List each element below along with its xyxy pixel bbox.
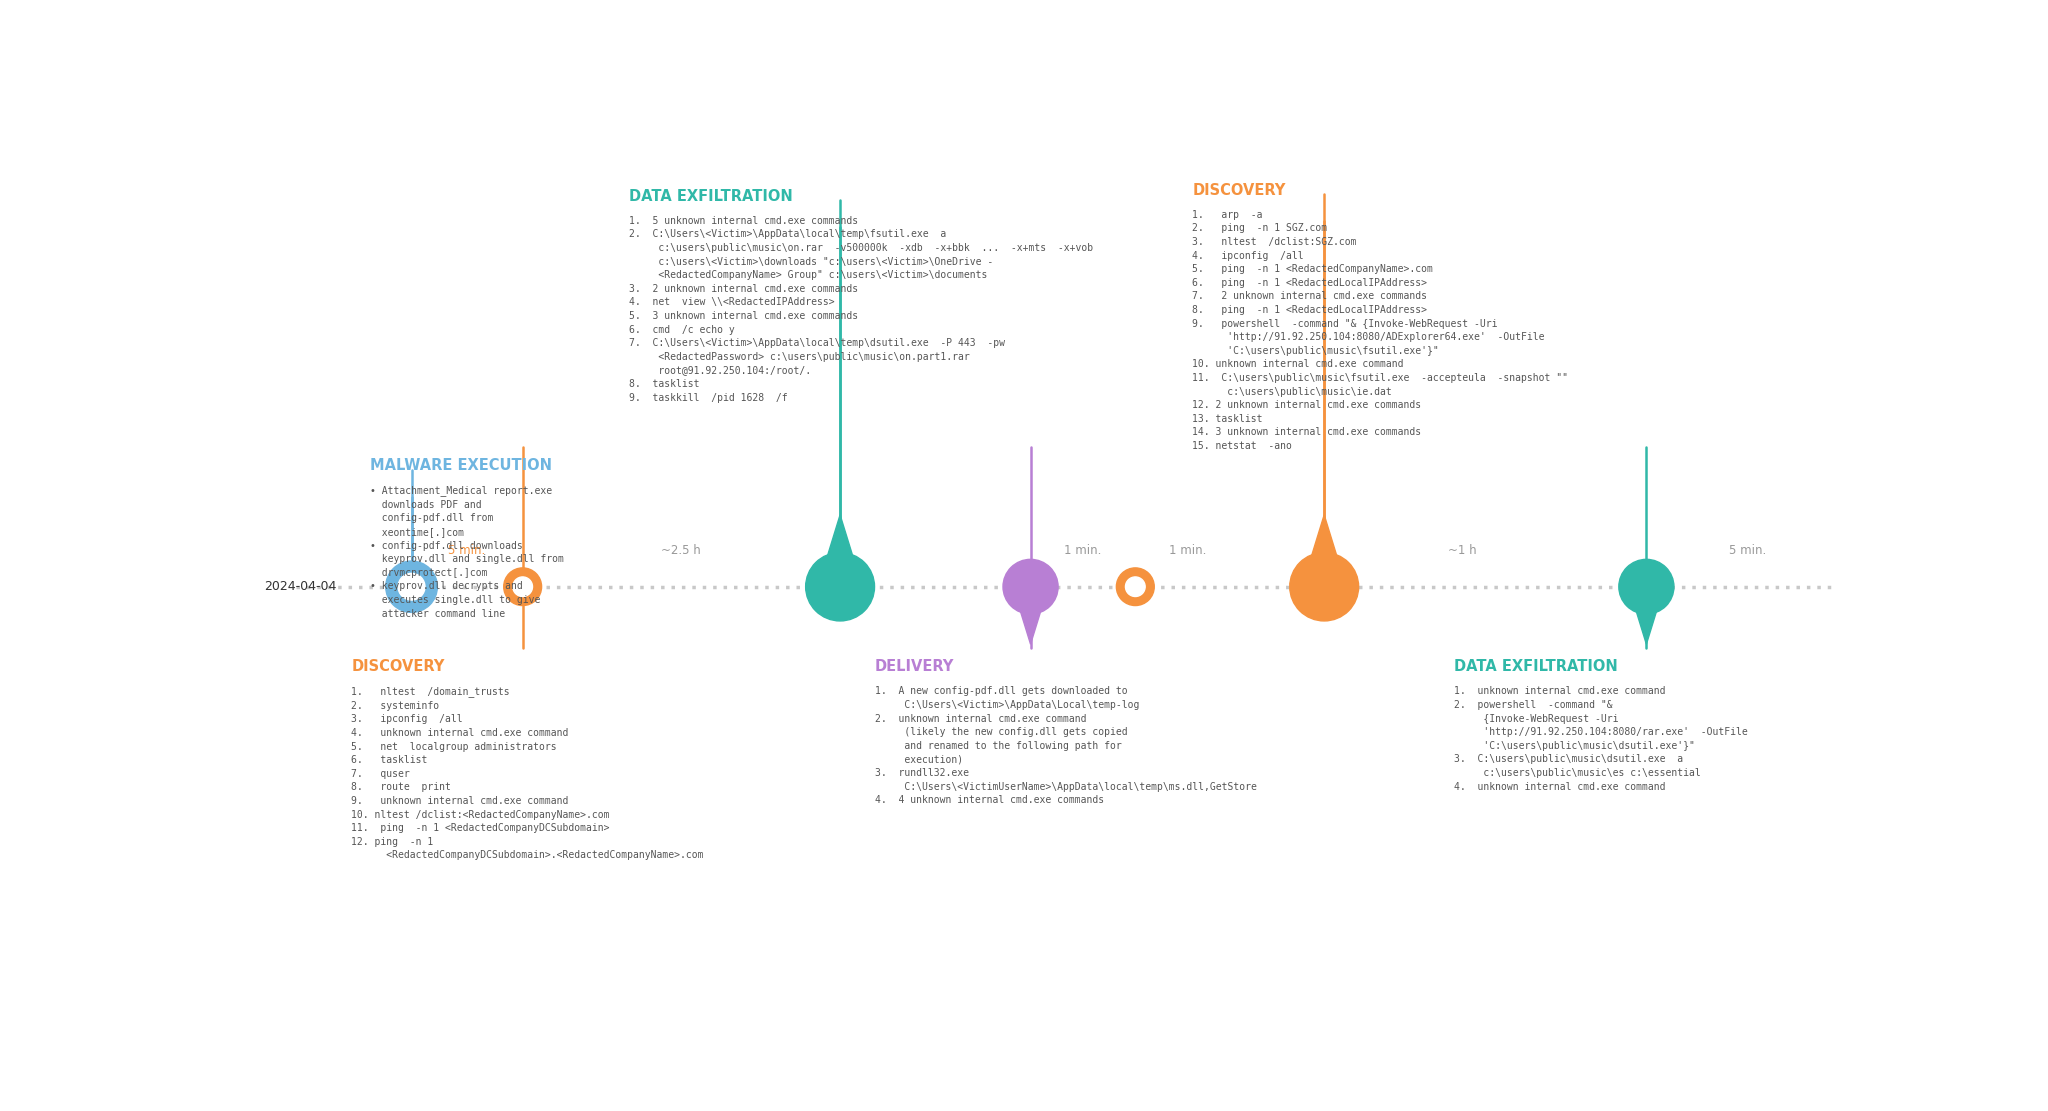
Text: 1 min.: 1 min. <box>1065 544 1102 558</box>
Text: 1.   nltest  /domain_trusts
2.   systeminfo
3.   ipconfig  /all
4.   unknown int: 1. nltest /domain_trusts 2. systeminfo 3… <box>352 687 705 861</box>
Text: 1.   arp  -a
2.   ping  -n 1 SGZ.com
3.   nltest  /dclist:SGZ.com
4.   ipconfig : 1. arp -a 2. ping -n 1 SGZ.com 3. nltest… <box>1192 210 1569 451</box>
Text: DATA EXFILTRATION: DATA EXFILTRATION <box>629 189 793 204</box>
Text: 1.  A new config-pdf.dll gets downloaded to
     C:\Users\<Victim>\AppData\Local: 1. A new config-pdf.dll gets downloaded … <box>874 687 1257 805</box>
Text: 1.  5 unknown internal cmd.exe commands
2.  C:\Users\<Victim>\AppData\local\temp: 1. 5 unknown internal cmd.exe commands 2… <box>629 216 1094 402</box>
Polygon shape <box>821 514 858 577</box>
Polygon shape <box>1305 514 1343 577</box>
Circle shape <box>504 568 541 605</box>
Text: 1.  unknown internal cmd.exe command
2.  powershell  -command "&
     {Invoke-We: 1. unknown internal cmd.exe command 2. p… <box>1454 687 1749 791</box>
Text: • Attachment_Medical report.exe
  downloads PDF and
  config-pdf.dll from
  xeon: • Attachment_Medical report.exe download… <box>371 486 563 619</box>
Text: MALWARE EXECUTION: MALWARE EXECUTION <box>371 459 553 473</box>
Text: ~2.5 h: ~2.5 h <box>662 544 700 558</box>
Circle shape <box>805 552 874 621</box>
Text: 2024-04-04: 2024-04-04 <box>264 580 336 593</box>
Text: DISCOVERY: DISCOVERY <box>1192 183 1286 198</box>
Circle shape <box>1116 568 1155 605</box>
Text: DELIVERY: DELIVERY <box>874 660 954 674</box>
Circle shape <box>1618 559 1673 614</box>
Text: ~1 h: ~1 h <box>1448 544 1477 558</box>
Text: 5 min.: 5 min. <box>1729 544 1767 558</box>
Text: 5 min.: 5 min. <box>449 544 485 558</box>
Text: 1 min.: 1 min. <box>1169 544 1206 558</box>
Circle shape <box>1004 559 1059 614</box>
Text: DATA EXFILTRATION: DATA EXFILTRATION <box>1454 660 1618 674</box>
Circle shape <box>1126 577 1145 597</box>
Circle shape <box>1290 552 1358 621</box>
Circle shape <box>512 577 532 597</box>
Polygon shape <box>1016 594 1047 644</box>
Polygon shape <box>1632 594 1661 644</box>
Circle shape <box>385 561 438 612</box>
Text: DISCOVERY: DISCOVERY <box>352 660 444 674</box>
Circle shape <box>397 573 426 600</box>
